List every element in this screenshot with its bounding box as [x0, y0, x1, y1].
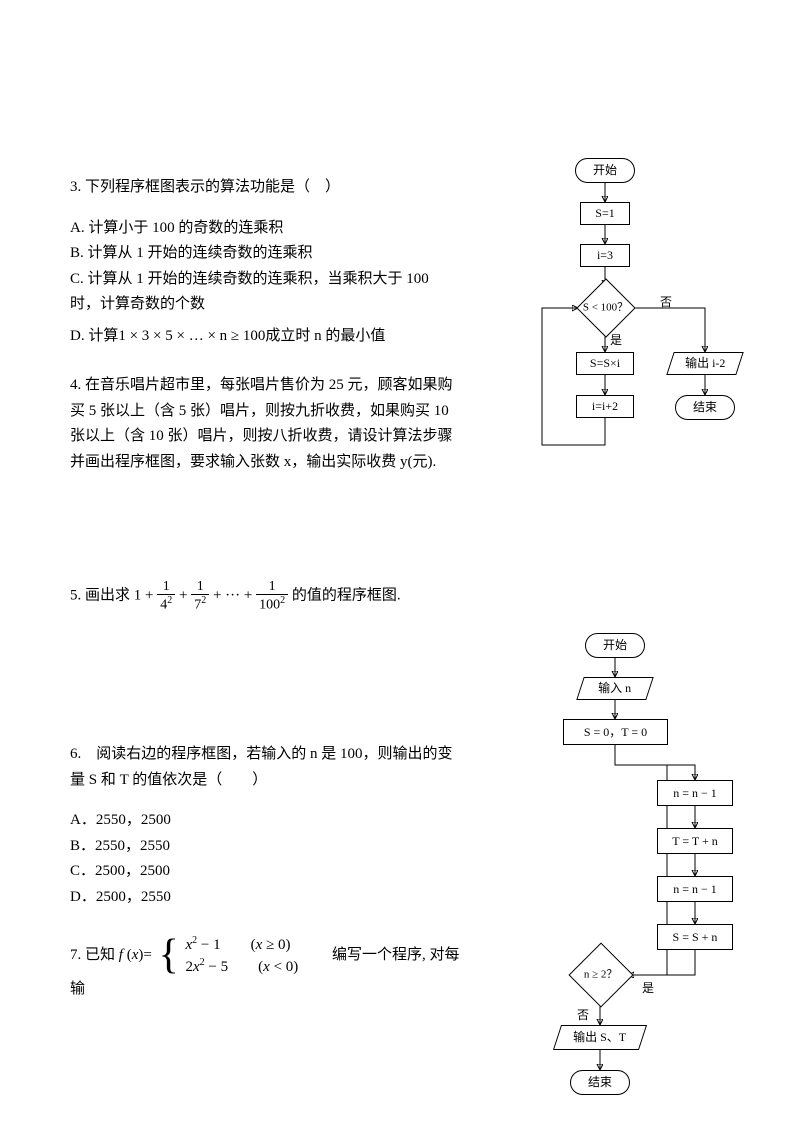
q6-option-d: D．2500，2550: [70, 885, 460, 911]
q3-option-c: C. 计算从 1 开始的连续奇数的连乘积，当乘积大于 100 时，计算奇数的个数: [70, 267, 460, 318]
fc2-start: 开始: [585, 633, 645, 658]
flowchart-q6: 开始 输入 n S = 0，T = 0 n = n − 1 T = T + n …: [535, 630, 765, 1110]
fc2-label-yes: 是: [642, 978, 654, 998]
question-4: 4. 在音乐唱片超市里，每张唱片售价为 25 元，顾客如果购买 5 张以上（含 …: [70, 373, 460, 475]
fc1-label-yes: 是: [610, 330, 622, 350]
q3-stem: 3. 下列程序框图表示的算法功能是（ ）: [70, 175, 460, 201]
fc1-box-s2: i=3: [580, 244, 630, 267]
q3-option-b: B. 计算从 1 开始的连续奇数的连乘积: [70, 241, 460, 267]
q6-option-b: B．2550，2550: [70, 834, 460, 860]
question-3: 3. 下列程序框图表示的算法功能是（ ） A. 计算小于 100 的奇数的连乘积…: [70, 175, 460, 349]
q6-option-c: C．2500，2500: [70, 859, 460, 885]
fc1-box-s4: i=i+2: [576, 395, 634, 418]
flowchart-q3: 开始 S=1 i=3 S < 100？ S=S×i i=i+2 输出 i-2 结…: [530, 155, 760, 465]
q4-text: 4. 在音乐唱片超市里，每张唱片售价为 25 元，顾客如果购买 5 张以上（含 …: [70, 373, 460, 475]
q6-option-a: A．2550，2500: [70, 808, 460, 834]
q5-lead: 5. 画出求: [70, 588, 130, 604]
fc2-output: 输出 S、T: [553, 1025, 647, 1050]
fc2-decision: n ≥ 2？: [568, 942, 633, 1007]
fc1-label-no: 否: [660, 292, 672, 312]
fc1-start: 开始: [575, 158, 635, 183]
q7-lead: 7. 已知: [70, 947, 119, 963]
question-7: 7. 已知 f (x)= { x2 − 1 (x ≥ 0) 2x2 − 5 (x…: [70, 934, 460, 1003]
fc1-box-s1: S=1: [580, 202, 630, 225]
fc1-box-s3: S=S×i: [576, 352, 634, 375]
fc2-box-s4: S = S + n: [657, 924, 733, 950]
question-6: 6. 阅读右边的程序框图，若输入的 n 是 100，则输出的变量 S 和 T 的…: [70, 742, 460, 910]
fc1-end: 结束: [675, 395, 735, 420]
fc2-box-s1: n = n − 1: [657, 780, 733, 806]
q6-stem: 6. 阅读右边的程序框图，若输入的 n 是 100，则输出的变量 S 和 T 的…: [70, 742, 460, 793]
fc1-decision: S < 100？: [576, 278, 635, 337]
q3-option-a: A. 计算小于 100 的奇数的连乘积: [70, 216, 460, 242]
fc1-output: 输出 i-2: [666, 352, 743, 375]
q3-option-d: D. 计算1 × 3 × 5 × … × n ≥ 100成立时 n 的最小值: [70, 324, 460, 350]
fc2-end: 结束: [570, 1070, 630, 1095]
fc2-label-no: 否: [577, 1005, 589, 1025]
fc2-box-init: S = 0，T = 0: [563, 719, 668, 745]
fc2-box-s3: n = n − 1: [657, 876, 733, 902]
fc2-input: 输入 n: [576, 677, 653, 700]
fc2-box-s2: T = T + n: [657, 828, 733, 854]
q5-tail: 的值的程序框图.: [292, 588, 401, 604]
question-5: 5. 画出求 1 + 142 + 172 + ··· + 11002 的值的程序…: [70, 579, 460, 613]
